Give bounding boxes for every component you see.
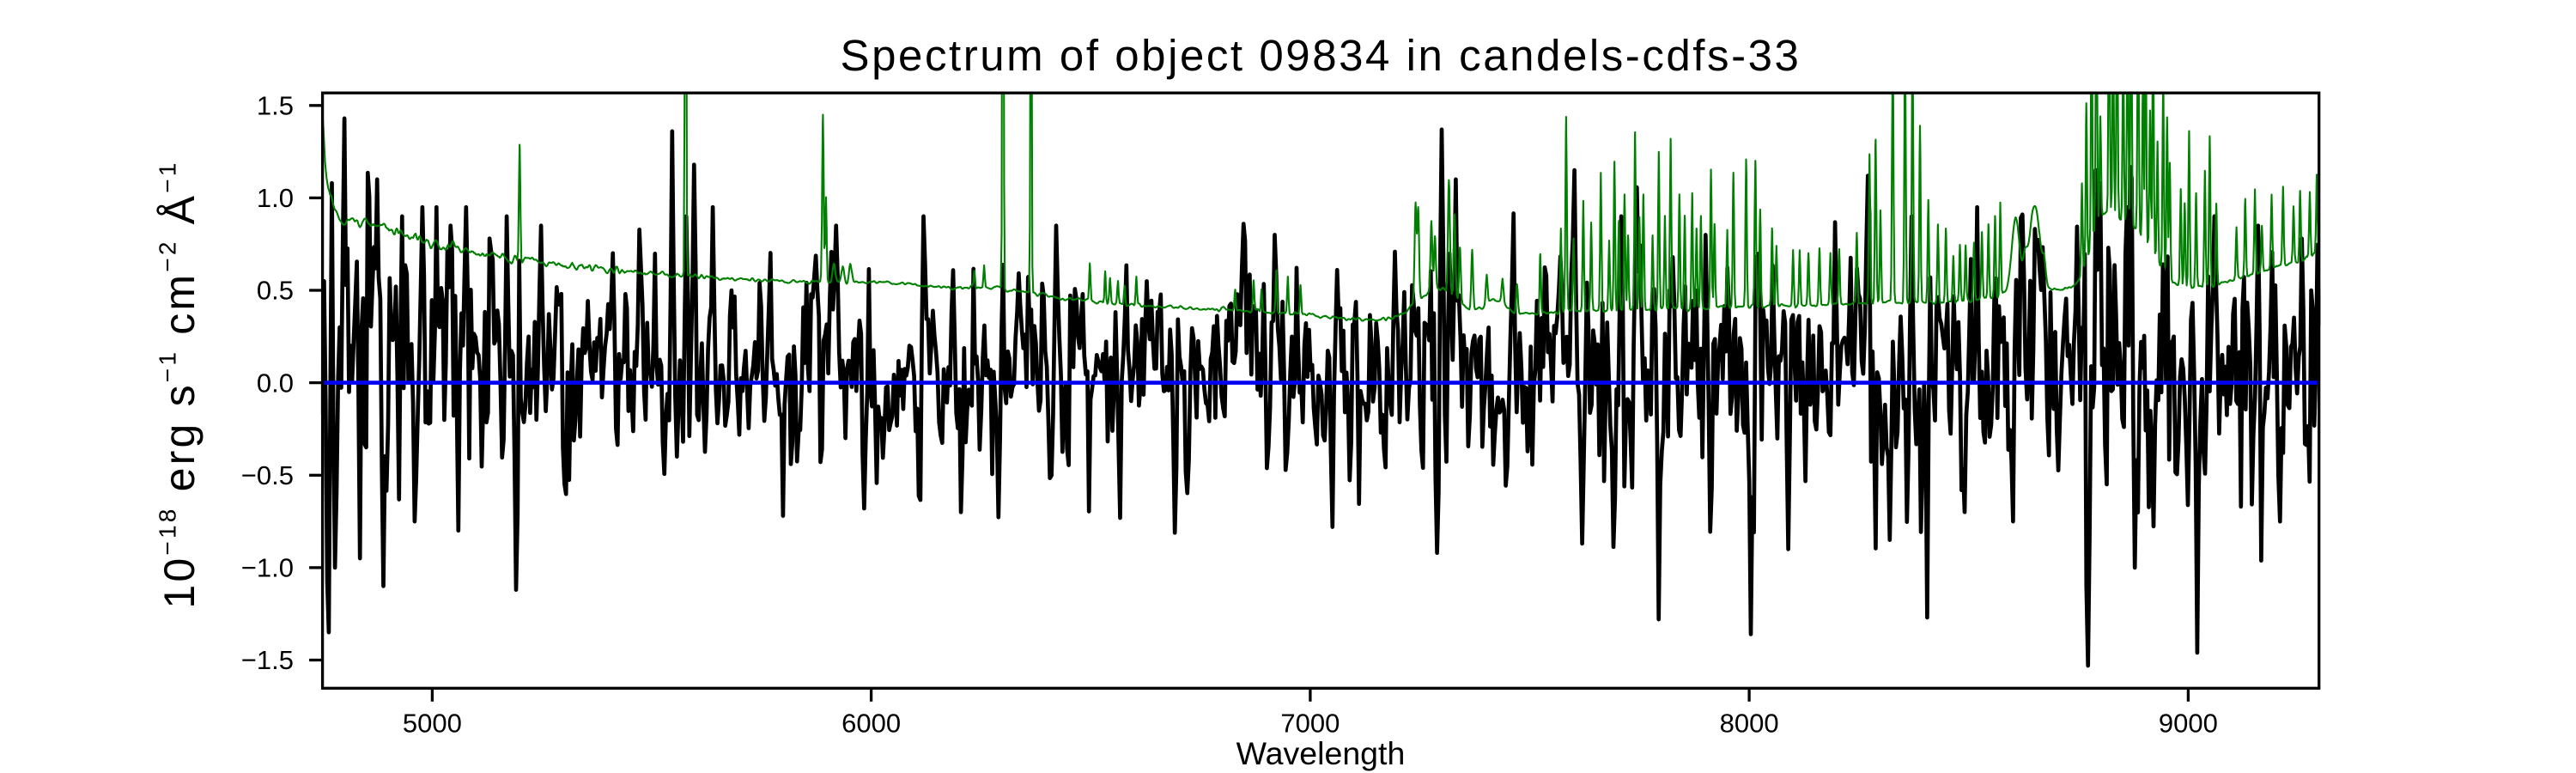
svg-text:−1.0: −1.0 xyxy=(241,553,294,583)
svg-text:9000: 9000 xyxy=(2159,709,2218,739)
svg-text:−1.5: −1.5 xyxy=(241,645,294,675)
svg-text:0.0: 0.0 xyxy=(257,368,294,398)
svg-text:5000: 5000 xyxy=(403,709,462,739)
svg-text:0.5: 0.5 xyxy=(257,276,294,306)
svg-text:8000: 8000 xyxy=(1720,709,1779,739)
svg-text:−0.5: −0.5 xyxy=(241,460,294,490)
svg-text:Wavelength: Wavelength xyxy=(1236,735,1406,771)
svg-text:1.5: 1.5 xyxy=(257,91,294,121)
svg-text:6000: 6000 xyxy=(841,709,901,739)
svg-text:1.0: 1.0 xyxy=(257,183,294,213)
svg-text:Spectrum of object 09834 in ca: Spectrum of object 09834 in candels-cdfs… xyxy=(841,31,1801,80)
svg-text:7000: 7000 xyxy=(1280,709,1340,739)
